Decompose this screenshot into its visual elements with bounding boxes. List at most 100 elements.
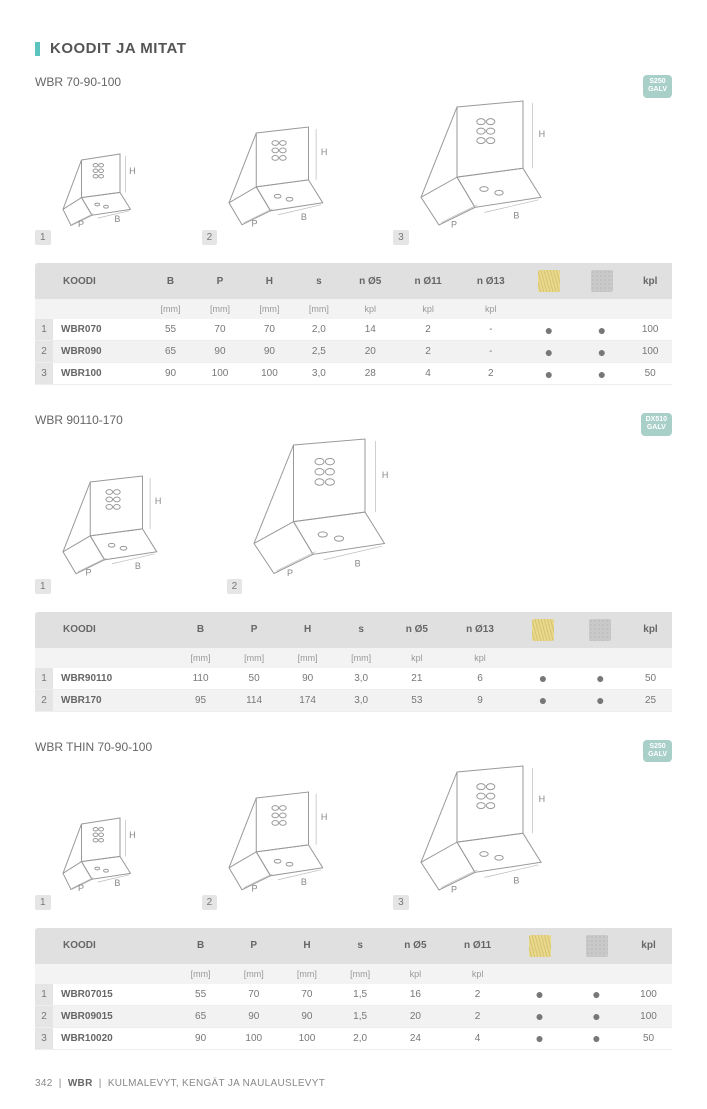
cell-conc: ● <box>572 689 629 711</box>
cell-conc: ● <box>568 984 625 1006</box>
diagram-item: 3 H P B <box>393 764 570 910</box>
svg-text:P: P <box>252 219 258 229</box>
cell-s: 2,5 <box>294 341 343 363</box>
svg-text:B: B <box>114 213 120 223</box>
svg-text:H: H <box>154 496 161 506</box>
svg-text:P: P <box>85 567 91 577</box>
bracket-icon: H P B <box>223 790 353 910</box>
row-code: WBR070 <box>53 319 146 341</box>
cell-kpl: 100 <box>625 1005 672 1027</box>
svg-text:P: P <box>252 883 258 893</box>
cell-n5: 53 <box>388 689 446 711</box>
cell-n13: 9 <box>446 689 514 711</box>
row-code: WBR100 <box>53 363 146 385</box>
svg-text:B: B <box>301 212 307 222</box>
cell-n11: 4 <box>397 363 459 385</box>
spec-table: KOODIBPHsn Ø5n Ø13kpl [mm][mm][mm][mm]kp… <box>35 612 672 712</box>
cell-wood: ● <box>514 689 571 711</box>
svg-text:H: H <box>129 830 136 840</box>
diagram-item: 2 H P B <box>227 437 414 594</box>
section-title: WBR THIN 70-90-100 <box>35 740 672 754</box>
cell-B: 90 <box>146 363 195 385</box>
section-title: WBR 90110-170 <box>35 413 672 427</box>
svg-text:H: H <box>538 793 545 803</box>
table-row: 2WBR0906590902,5202-●●100 <box>35 341 672 363</box>
cell-n5: 20 <box>344 341 397 363</box>
section: WBR 90110-170 DX510GALV 1 H P B 2 <box>35 413 672 712</box>
svg-text:B: B <box>513 875 519 885</box>
section: WBR 70-90-100 S250GALV 1 H P B 2 <box>35 75 672 385</box>
cell-conc: ● <box>572 668 629 690</box>
bracket-icon: H P B <box>57 816 162 910</box>
section: WBR THIN 70-90-100 S250GALV 1 H P B 2 <box>35 740 672 1050</box>
cell-B: 65 <box>174 1005 227 1027</box>
table-row: 3WBR100901001003,02842●●50 <box>35 363 672 385</box>
table-row: 1WBR0705570702,0142-●●100 <box>35 319 672 341</box>
row-num: 3 <box>35 1027 53 1049</box>
cell-P: 100 <box>227 1027 280 1049</box>
diagram-item: 2 H P B <box>202 125 354 245</box>
bracket-icon: H P B <box>415 764 570 910</box>
diagram-row: 1 H P B 2 <box>35 99 672 245</box>
cell-n13: 6 <box>446 668 514 690</box>
table-row: 1WBR070155570701,5162●●100 <box>35 984 672 1006</box>
cell-n11: 2 <box>444 984 511 1006</box>
cell-wood: ● <box>522 363 575 385</box>
diagram-num: 2 <box>202 895 218 910</box>
cell-H: 70 <box>245 319 294 341</box>
svg-text:H: H <box>129 166 136 176</box>
cell-conc: ● <box>575 363 628 385</box>
row-num: 2 <box>35 341 53 363</box>
cell-B: 65 <box>146 341 195 363</box>
row-code: WBR090 <box>53 341 146 363</box>
row-num: 2 <box>35 1005 53 1027</box>
footer-text: KULMALEVYT, KENGÄT JA NAULAUSLEVYT <box>108 1078 325 1089</box>
cell-conc: ● <box>568 1027 625 1049</box>
cell-s: 3,0 <box>334 689 388 711</box>
cell-n11: 2 <box>397 341 459 363</box>
cell-n13: - <box>459 319 522 341</box>
diagram-item: 1 H P B <box>35 816 162 910</box>
material-badge: DX510GALV <box>641 413 672 436</box>
svg-text:P: P <box>78 883 84 893</box>
diagram-item: 1 H P B <box>35 474 187 594</box>
cell-kpl: 50 <box>629 668 672 690</box>
cell-conc: ● <box>568 1005 625 1027</box>
cell-conc: ● <box>575 341 628 363</box>
cell-wood: ● <box>511 984 568 1006</box>
spec-table: KOODIBPHsn Ø5n Ø11kpl [mm][mm][mm][mm]kp… <box>35 928 672 1050</box>
diagram-item: 3 H P B <box>393 99 570 245</box>
cell-H: 90 <box>245 341 294 363</box>
diagram-row: 1 H P B 2 <box>35 764 672 910</box>
svg-text:H: H <box>538 129 545 139</box>
cell-kpl: 50 <box>628 363 672 385</box>
table-row: 3WBR10020901001002,0244●●50 <box>35 1027 672 1049</box>
section-title: WBR 70-90-100 <box>35 75 672 89</box>
cell-P: 100 <box>195 363 244 385</box>
svg-text:P: P <box>451 220 457 230</box>
cell-conc: ● <box>575 319 628 341</box>
cell-s: 3,0 <box>294 363 343 385</box>
cell-kpl: 100 <box>628 319 672 341</box>
row-code: WBR09015 <box>53 1005 174 1027</box>
diagram-num: 2 <box>227 579 243 594</box>
row-num: 1 <box>35 984 53 1006</box>
cell-s: 3,0 <box>334 668 388 690</box>
svg-text:B: B <box>355 559 361 569</box>
row-code: WBR90110 <box>53 668 174 690</box>
footer-brand: WBR <box>68 1078 93 1089</box>
cell-n13: - <box>459 341 522 363</box>
cell-n5: 20 <box>387 1005 444 1027</box>
cell-P: 70 <box>227 984 280 1006</box>
svg-text:H: H <box>321 147 328 157</box>
svg-text:B: B <box>513 211 519 221</box>
table-row: 2WBR170951141743,0539●●25 <box>35 689 672 711</box>
cell-n5: 21 <box>388 668 446 690</box>
bracket-icon: H P B <box>248 437 413 594</box>
svg-text:H: H <box>321 812 328 822</box>
svg-text:H: H <box>382 470 389 480</box>
cell-s: 1,5 <box>334 984 387 1006</box>
spec-table: KOODIBPHsn Ø5n Ø11n Ø13kpl [mm][mm][mm][… <box>35 263 672 385</box>
cell-kpl: 25 <box>629 689 672 711</box>
cell-H: 100 <box>280 1027 333 1049</box>
